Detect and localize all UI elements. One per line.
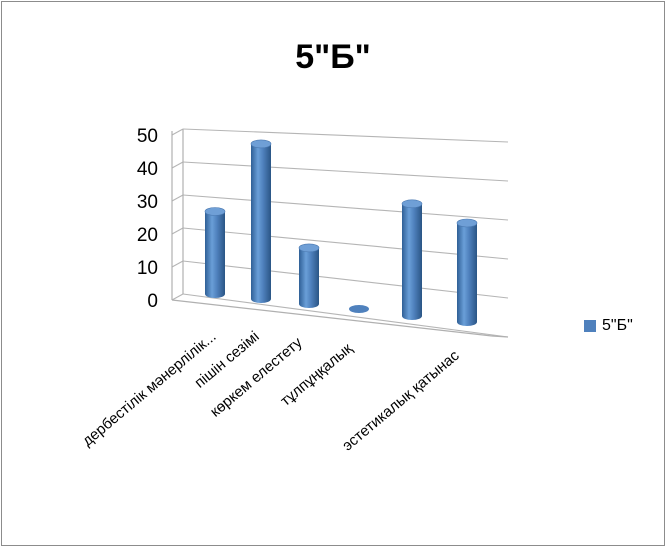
chart-title: 5"Б"	[295, 38, 371, 76]
y-tick-label: 0	[147, 291, 158, 312]
gridline-side	[171, 260, 184, 268]
gridline-side	[171, 293, 184, 301]
x-tick-label: эстетикалық қатынас	[339, 347, 463, 455]
gridline	[182, 227, 509, 260]
floor-front-edge	[171, 299, 493, 337]
gridline-side	[171, 194, 184, 202]
bar-top	[204, 207, 226, 216]
chart-legend: 5"Б"	[584, 317, 633, 335]
bar	[250, 139, 272, 303]
gridline	[182, 161, 509, 182]
floor-right-edge	[491, 335, 509, 338]
legend-label: 5"Б"	[602, 317, 633, 334]
gridline	[182, 128, 509, 143]
bar-top	[298, 243, 320, 253]
y-tick-label: 50	[137, 126, 158, 147]
gridline	[182, 194, 509, 221]
bar-top	[456, 218, 478, 228]
bar-body	[205, 211, 225, 298]
bar	[456, 218, 478, 326]
bar-top	[250, 139, 272, 149]
bar-body	[457, 223, 477, 326]
bar-body	[402, 203, 422, 320]
bar-body	[299, 247, 319, 308]
gridline	[182, 260, 509, 299]
y-tick-label: 40	[137, 159, 158, 180]
bar	[298, 243, 320, 308]
bar	[204, 207, 226, 298]
bar	[401, 199, 423, 320]
gridline-side	[171, 128, 184, 136]
bar	[349, 305, 369, 313]
x-tick-label: көркем елестету	[207, 334, 306, 421]
y-tick-label: 10	[137, 258, 158, 279]
legend-swatch	[584, 320, 596, 332]
y-tick-label: 20	[137, 225, 158, 246]
bar-body	[251, 143, 271, 303]
x-tick-label: дербестілік мәнерлілік...	[79, 328, 219, 450]
bar-top	[349, 305, 369, 313]
gridline	[182, 293, 509, 338]
gridline-side	[171, 227, 184, 235]
y-tick-label: 30	[137, 192, 158, 213]
gridline-side	[171, 161, 184, 169]
bar-top	[401, 199, 423, 209]
